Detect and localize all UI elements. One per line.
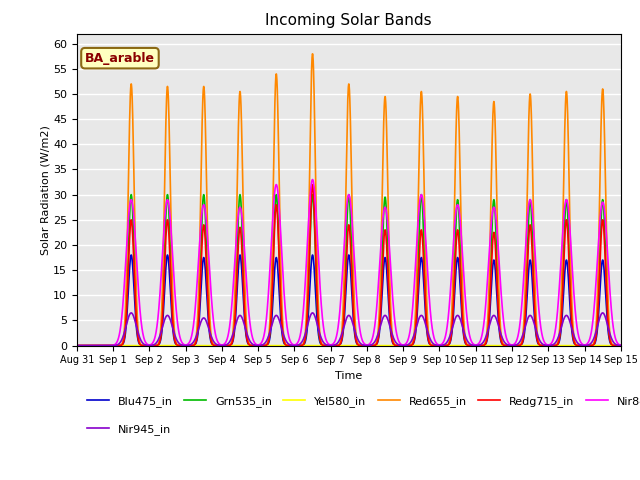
Grn535_in [73,343,81,348]
Grn535_in [282,342,289,348]
Blu475_in [135,340,143,346]
Red655_in [607,335,614,340]
Line: Nir840_in: Nir840_in [77,180,621,346]
Grn535_in [127,192,135,197]
Nir945_in [135,332,143,338]
Text: BA_arable: BA_arable [85,52,155,65]
Redg715_in [617,343,625,348]
Redg715_in [135,339,143,345]
Blu475_in [548,343,556,348]
Yel580_in [548,343,556,348]
Redg715_in [167,286,175,292]
Yel580_in [167,343,175,348]
Grn535_in [617,343,625,348]
Red655_in [135,335,143,340]
Red655_in [305,204,313,210]
Legend: Nir945_in: Nir945_in [83,420,175,440]
Redg715_in [548,343,556,348]
Redg715_in [305,266,313,272]
Title: Incoming Solar Bands: Incoming Solar Bands [266,13,432,28]
Redg715_in [607,339,614,345]
Y-axis label: Solar Radiation (W/m2): Solar Radiation (W/m2) [40,125,50,254]
Grn535_in [548,343,556,348]
Nir945_in [548,342,556,348]
Blu475_in [127,252,135,258]
Nir945_in [617,343,625,348]
Redg715_in [73,343,81,348]
Grn535_in [135,339,143,345]
Nir840_in [73,343,81,348]
Nir840_in [305,211,313,216]
Blu475_in [607,340,614,346]
Yel580_in [282,343,289,348]
Grn535_in [168,280,175,286]
Grn535_in [607,338,614,344]
Blu475_in [73,343,81,348]
Blu475_in [168,305,175,311]
Yel580_in [606,343,614,348]
Blu475_in [617,343,625,348]
Nir840_in [607,293,614,299]
Nir840_in [548,340,556,346]
Yel580_in [135,343,143,348]
Nir840_in [167,228,175,234]
Nir945_in [305,317,313,323]
Red655_in [282,341,289,347]
Redg715_in [308,182,316,188]
Line: Red655_in: Red655_in [77,54,621,346]
Nir945_in [167,319,175,325]
Line: Nir945_in: Nir945_in [77,313,621,346]
Blu475_in [282,342,289,348]
Red655_in [308,51,316,57]
Red655_in [167,226,175,231]
Yel580_in [73,343,81,348]
Nir840_in [308,177,316,182]
Nir945_in [282,337,289,343]
Yel580_in [305,343,313,348]
Red655_in [617,343,625,348]
Line: Redg715_in: Redg715_in [77,185,621,346]
Red655_in [73,343,81,348]
Nir840_in [135,293,143,299]
Blu475_in [305,297,313,302]
Nir945_in [599,310,607,316]
X-axis label: Time: Time [335,371,362,381]
Nir840_in [282,308,289,313]
Yel580_in [617,343,625,348]
Redg715_in [282,342,289,348]
Nir945_in [73,343,81,348]
Grn535_in [305,266,313,272]
Line: Grn535_in: Grn535_in [77,194,621,346]
Line: Blu475_in: Blu475_in [77,255,621,346]
Nir945_in [607,332,614,338]
Nir840_in [617,342,625,348]
Red655_in [548,343,556,348]
